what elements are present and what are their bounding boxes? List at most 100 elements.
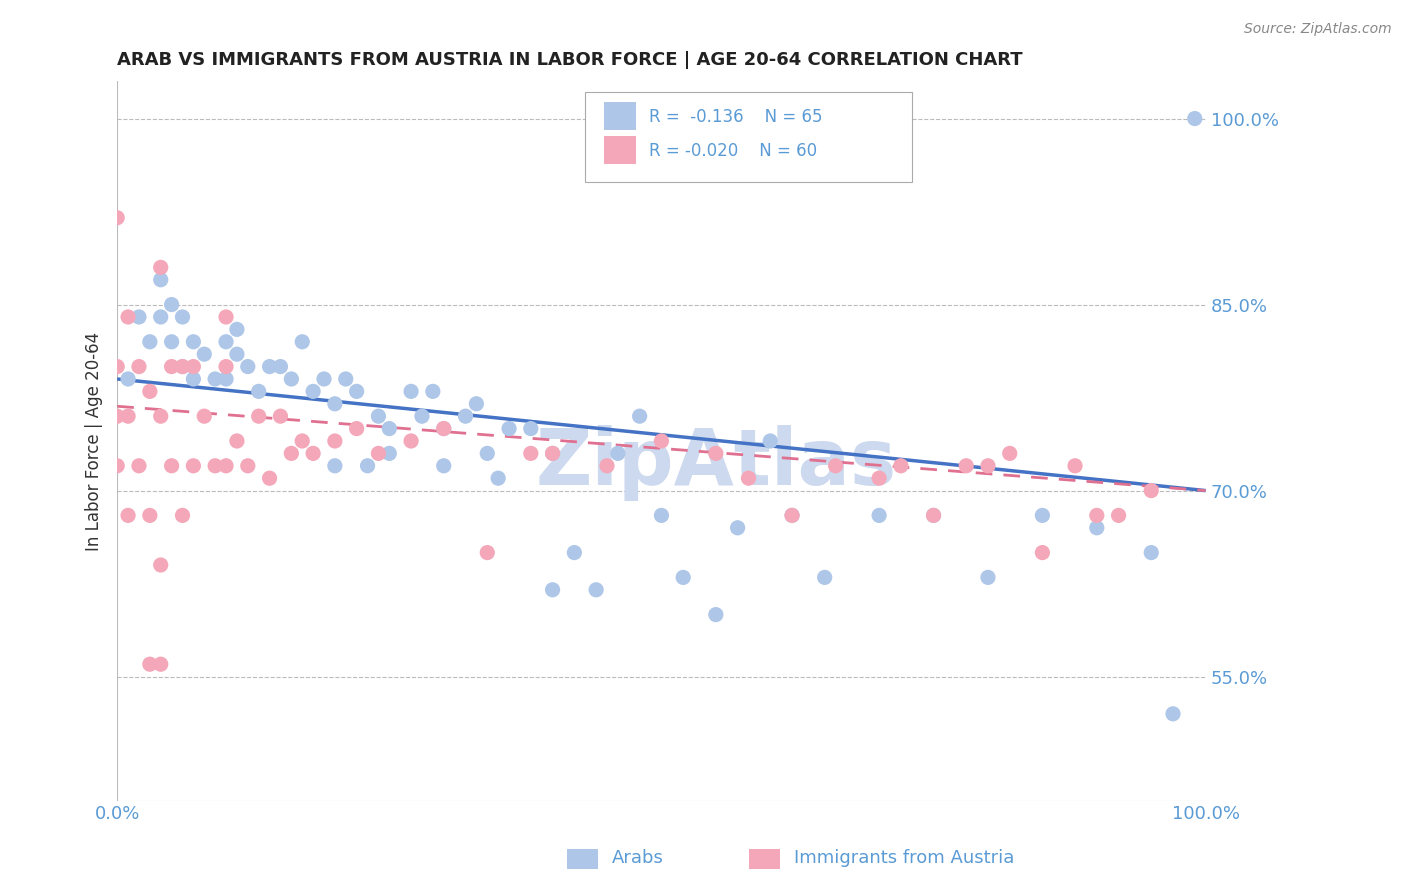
Text: R = -0.020    N = 60: R = -0.020 N = 60 (650, 142, 817, 161)
Point (236, 359, 259, 374)
Point (128, 359, 150, 374)
Point (465, 397, 488, 411)
Point (291, 434, 314, 448)
Point (411, 409, 433, 424)
Point (346, 421, 368, 435)
Point (215, 310, 238, 324)
Point (117, 409, 139, 424)
Point (780, 508, 803, 523)
Point (193, 347, 215, 361)
Point (780, 508, 803, 523)
Y-axis label: In Labor Force | Age 20-64: In Labor Force | Age 20-64 (86, 332, 103, 550)
Point (128, 458, 150, 473)
Point (824, 458, 846, 473)
Point (477, 446, 499, 460)
Point (367, 446, 389, 460)
Point (302, 446, 325, 460)
Point (226, 434, 249, 448)
Point (183, 458, 205, 473)
Point (139, 657, 162, 672)
Point (454, 409, 477, 424)
Point (890, 458, 912, 473)
Point (204, 372, 226, 386)
Point (105, 211, 128, 225)
Point (149, 409, 172, 424)
Point (704, 607, 727, 622)
Point (1085, 521, 1108, 535)
Point (1031, 545, 1053, 559)
Point (183, 334, 205, 349)
Point (422, 384, 444, 399)
Point (117, 372, 139, 386)
Point (183, 372, 205, 386)
Point (302, 384, 325, 399)
Point (399, 434, 422, 448)
Point (139, 384, 162, 399)
Point (367, 409, 389, 424)
Point (585, 582, 607, 597)
Point (628, 409, 651, 424)
Point (998, 446, 1021, 460)
Point (172, 359, 194, 374)
Point (596, 458, 619, 473)
Text: ARAB VS IMMIGRANTS FROM AUSTRIA IN LABOR FORCE | AGE 20-64 CORRELATION CHART: ARAB VS IMMIGRANTS FROM AUSTRIA IN LABOR… (117, 51, 1022, 69)
Point (1140, 483, 1163, 498)
Point (269, 359, 291, 374)
Point (226, 347, 249, 361)
Point (520, 446, 543, 460)
Point (378, 446, 401, 460)
Point (1140, 545, 1163, 559)
Point (650, 434, 672, 448)
Point (247, 409, 270, 424)
Point (259, 471, 281, 485)
Point (291, 334, 314, 349)
Point (868, 471, 890, 485)
Point (541, 446, 564, 460)
Point (139, 508, 162, 523)
Point (193, 409, 215, 424)
Point (922, 508, 945, 523)
Point (1161, 706, 1184, 721)
Point (356, 458, 378, 473)
Point (433, 421, 456, 435)
Point (160, 297, 183, 311)
Point (399, 384, 422, 399)
Point (335, 372, 357, 386)
Point (477, 545, 499, 559)
Point (312, 372, 335, 386)
Point (215, 334, 238, 349)
Point (378, 421, 401, 435)
Point (727, 521, 749, 535)
Point (128, 310, 150, 324)
Point (149, 310, 172, 324)
Point (650, 508, 672, 523)
Point (149, 558, 172, 572)
Point (280, 446, 302, 460)
Bar (603, 136, 637, 164)
Point (672, 570, 695, 584)
Point (117, 310, 139, 324)
Point (955, 458, 977, 473)
Point (247, 384, 270, 399)
Point (323, 397, 346, 411)
Point (433, 421, 456, 435)
Text: Immigrants from Austria: Immigrants from Austria (794, 849, 1015, 867)
Point (541, 446, 564, 460)
Point (346, 384, 368, 399)
Point (562, 545, 585, 559)
Point (172, 359, 194, 374)
Point (105, 458, 128, 473)
Point (323, 434, 346, 448)
Point (1108, 508, 1130, 523)
Point (183, 359, 205, 374)
Text: R =  -0.136    N = 65: R = -0.136 N = 65 (650, 108, 823, 127)
Point (172, 310, 194, 324)
Point (215, 372, 238, 386)
Point (105, 359, 128, 374)
Point (737, 471, 759, 485)
Point (486, 471, 509, 485)
Point (1184, 112, 1206, 126)
Point (977, 570, 1000, 584)
Point (280, 372, 302, 386)
Text: Arabs: Arabs (612, 849, 664, 867)
